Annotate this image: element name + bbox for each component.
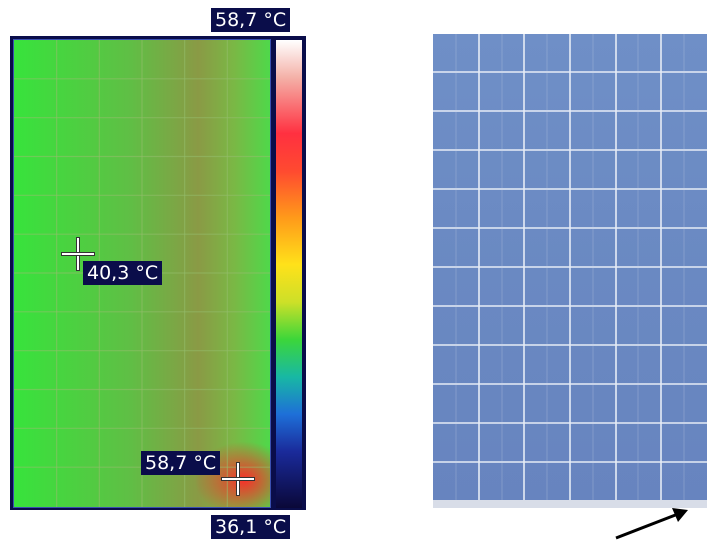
defect-pointer-arrow-icon xyxy=(615,508,688,540)
measurement-spot-2-label: 58,7 °C xyxy=(141,451,221,475)
scale-max-label: 58,7 °C xyxy=(211,8,291,32)
measurement-spot-1-crosshair-icon xyxy=(62,238,94,270)
measurement-spot-2-crosshair-icon xyxy=(222,463,254,495)
temperature-color-scale xyxy=(276,40,302,508)
measurement-spot-1-label: 40,3 °C xyxy=(83,261,163,285)
scale-min-label: 36,1 °C xyxy=(211,515,291,539)
solar-cell-grid xyxy=(433,34,707,508)
solar-panel-photo xyxy=(433,34,707,508)
